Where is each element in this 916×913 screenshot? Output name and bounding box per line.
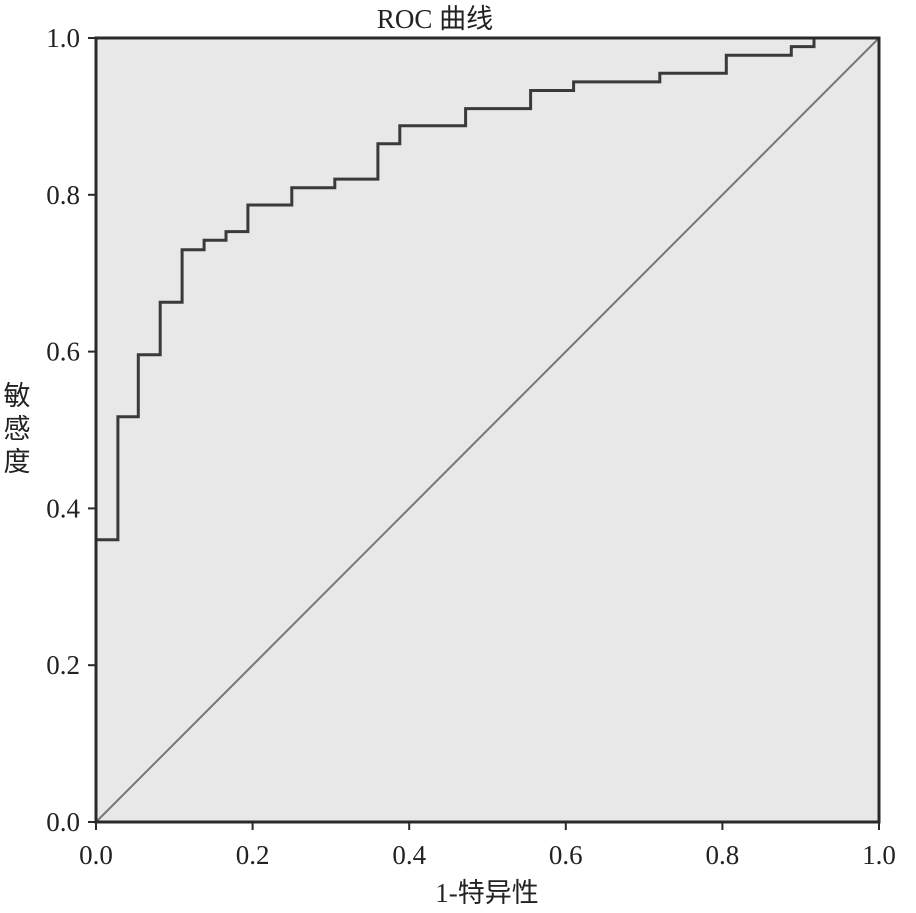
x-tick-label: 0.4 xyxy=(392,840,426,870)
y-tick-label: 1.0 xyxy=(46,23,80,53)
x-tick-label: 0.8 xyxy=(706,840,740,870)
y-tick-label: 0.4 xyxy=(46,493,80,523)
roc-curve-line xyxy=(94,36,879,822)
x-tick-label: 0.2 xyxy=(236,840,270,870)
y-tick-label: 0.2 xyxy=(46,650,80,680)
x-axis-title: 1-特异性 xyxy=(435,878,539,908)
chart-title: ROC 曲线 xyxy=(377,4,493,34)
y-tick-label: 0.8 xyxy=(46,180,80,210)
x-tick-label: 1.0 xyxy=(862,840,896,870)
plot-frame xyxy=(94,36,881,824)
y-tick-label: 0.0 xyxy=(46,807,80,837)
reference-diagonal-line xyxy=(95,37,880,823)
y-axis-title: 敏感度 xyxy=(4,381,31,477)
y-tick-label: 0.6 xyxy=(46,337,80,367)
x-tick-label: 0.0 xyxy=(79,840,113,870)
x-tick-label: 0.6 xyxy=(549,840,583,870)
